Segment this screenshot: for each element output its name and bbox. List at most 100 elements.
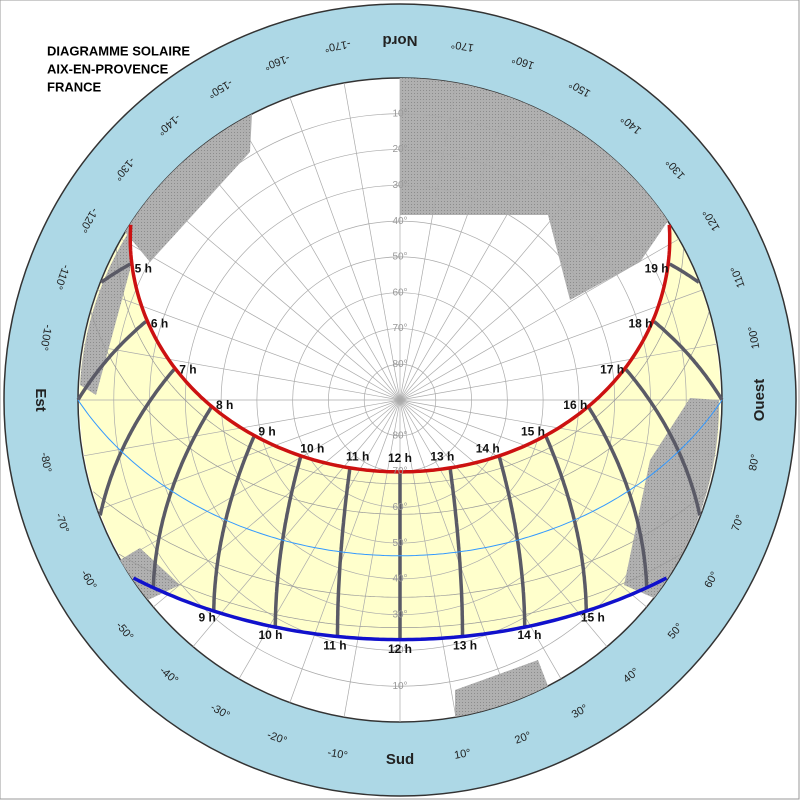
azimuth-line [399,238,680,401]
azimuth-line [399,343,718,401]
altitude-label: 60° [392,287,407,298]
summer-hour-label: 13 h [430,450,454,464]
summer-hour-label: 9 h [258,425,275,439]
altitude-label: 10° [392,108,407,119]
winter-path [132,576,668,642]
winter-hour-label: 14 h [517,628,541,642]
azimuth-line [399,289,703,401]
altitude-label: 30° [392,609,407,620]
summer-hour-label: 12 h [388,451,412,465]
summer-hour-label: 11 h [346,450,369,464]
summer-hour-label: 10 h [300,442,324,456]
azimuth-label: -80° [38,451,53,473]
azimuth-line [399,399,457,718]
summer-hour-label: 17 h [600,362,624,376]
cardinal-label: Sud [386,751,414,768]
altitude-label: 80° [392,359,407,370]
azimuth-line [399,153,608,401]
azimuth-line [238,120,401,401]
hour-line [624,368,702,516]
mask-area [120,548,180,600]
azimuth-line [399,399,562,680]
hour-line [668,262,700,284]
azimuth-label: 20° [513,730,533,747]
hour-line [98,368,176,516]
mask-area [455,660,548,717]
cardinal-label: Nord [383,32,418,49]
summer-hour-label: 18 h [629,317,653,331]
title-line: FRANCE [47,79,101,94]
altitude-label: 60° [392,502,407,513]
summer-hour-label: 7 h [179,362,196,376]
azimuth-line [399,399,647,608]
azimuth-line [399,120,562,401]
altitude-label: 80° [392,430,407,441]
summer-hour-label: 19 h [645,261,669,275]
altitude-label: 40° [392,216,407,227]
azimuth-line [343,82,401,401]
azimuth-line [399,97,511,401]
winter-hour-label: 9 h [198,611,215,625]
equinox-path [77,399,723,557]
azimuth-label: -170° [323,37,351,53]
azimuth-label: -10° [326,747,348,762]
altitude-label: 20° [392,645,407,656]
title-line: DIAGRAMME SOLAIRE [47,43,190,58]
azimuth-line [289,97,401,401]
azimuth-line [97,399,401,511]
altitude-label: 20° [392,144,407,155]
cardinal-label: Est [32,388,49,411]
azimuth-label: 80° [747,453,762,471]
azimuth-line [289,399,401,703]
summer-hour-label: 16 h [563,398,587,412]
altitude-label: 30° [392,180,407,191]
altitude-label: 70° [392,466,407,477]
azimuth-line [192,153,401,401]
summer-hour-label: 5 h [135,261,152,275]
azimuth-line [97,289,401,401]
summer-hour-label: 6 h [151,317,168,331]
winter-hour-label: 12 h [388,642,412,656]
hour-line [653,320,724,401]
azimuth-line [399,399,703,511]
altitude-label: 70° [392,323,407,334]
azimuth-label: 170° [450,38,475,54]
azimuth-line [238,399,401,680]
mask-area [400,77,668,301]
hour-line [544,436,588,612]
winter-hour-label: 10 h [258,628,282,642]
cardinal-label: Ouest [751,379,768,422]
azimuth-line [82,343,401,401]
hour-line [273,456,303,628]
hour-line [76,320,147,401]
azimuth-line [399,82,457,401]
azimuth-label: 10° [453,747,471,762]
altitude-label: 50° [392,252,407,263]
azimuth-label: -100° [37,323,53,351]
title-line: AIX-EN-PROVENCE [47,61,169,76]
hour-line [448,469,465,637]
winter-hour-label: 11 h [323,638,346,652]
hour-line [212,436,256,612]
azimuth-line [399,399,680,562]
altitude-label: 50° [392,538,407,549]
altitude-label: 40° [392,574,407,585]
azimuth-label: 100° [747,325,763,350]
azimuth-line [399,399,511,703]
mask-area [125,114,252,262]
summer-hour-label: 15 h [521,425,545,439]
hour-line [335,469,352,637]
altitude-label: 10° [392,681,407,692]
azimuth-line [343,399,401,718]
summer-hour-label: 8 h [216,398,233,412]
summer-hour-label: 14 h [476,442,500,456]
azimuth-line [120,399,401,562]
hour-line [587,406,649,588]
azimuth-line [399,192,647,401]
hour-line [151,406,213,588]
azimuth-label: 70° [730,513,747,533]
azimuth-line [153,399,401,608]
hour-line [100,262,132,284]
mask-area [624,398,720,598]
